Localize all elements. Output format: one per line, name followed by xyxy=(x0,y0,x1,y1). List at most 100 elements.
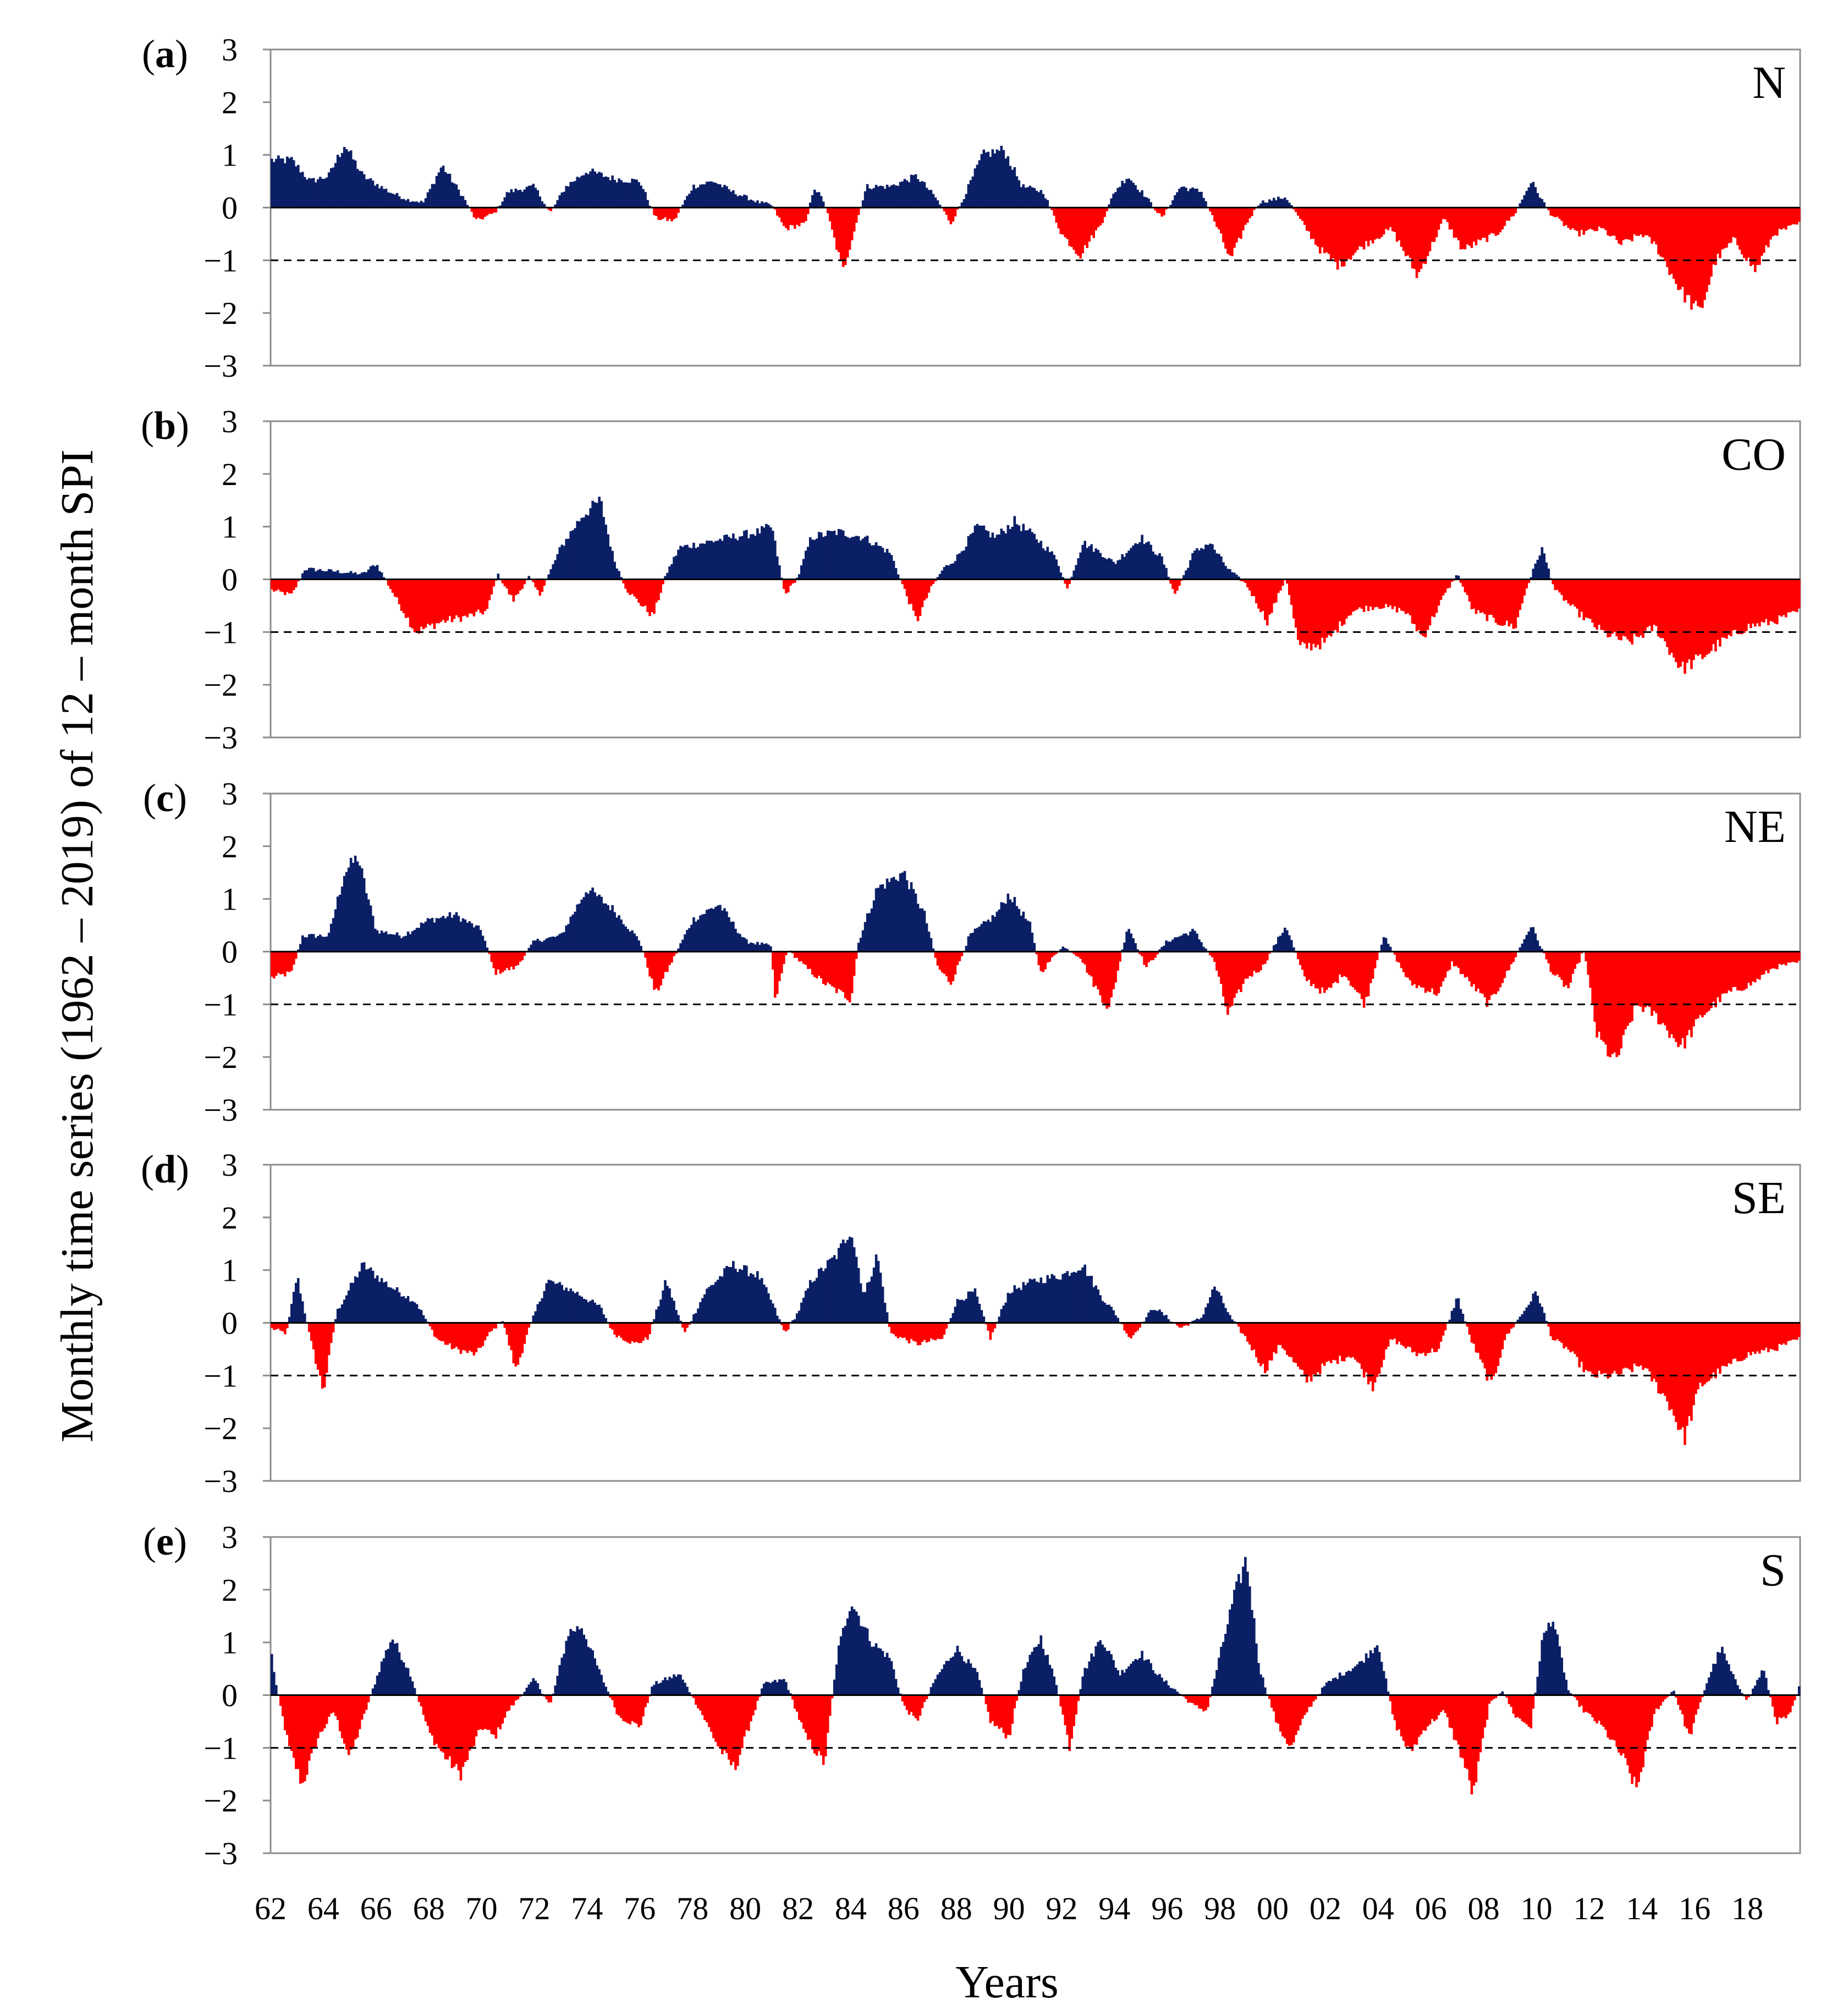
spi-bar xyxy=(1044,951,1047,970)
spi-bar xyxy=(923,1323,926,1340)
spi-bar xyxy=(701,1695,704,1715)
spi-bar xyxy=(538,579,542,596)
spi-bar xyxy=(1334,1677,1337,1695)
spi-bar xyxy=(288,1317,291,1323)
spi-bar xyxy=(283,951,287,977)
spi-bar xyxy=(1180,935,1183,952)
spi-bar xyxy=(1112,951,1115,989)
spi-bar xyxy=(1437,1323,1440,1349)
spi-bar xyxy=(1235,207,1238,243)
spi-bar xyxy=(976,1672,979,1695)
spi-bar xyxy=(514,951,518,966)
spi-bar xyxy=(1189,560,1192,580)
spi-bar xyxy=(1543,1313,1546,1323)
spi-bar xyxy=(1303,951,1306,977)
spi-bar xyxy=(367,179,370,208)
spi-bar xyxy=(1747,951,1750,983)
spi-bar xyxy=(797,574,801,580)
y-tick-label: −3 xyxy=(203,1092,238,1128)
spi-bar xyxy=(1431,1695,1434,1719)
spi-bar xyxy=(356,169,359,208)
spi-bar xyxy=(1149,1663,1152,1695)
spi-bar xyxy=(1246,1323,1249,1342)
spi-bar xyxy=(1398,579,1401,608)
spi-bar xyxy=(1360,207,1363,247)
spi-bar xyxy=(1198,939,1201,952)
x-tick-label: 00 xyxy=(1257,1891,1289,1926)
spi-bar xyxy=(1031,532,1034,580)
spi-bar xyxy=(1255,951,1258,973)
spi-bar xyxy=(675,207,678,218)
spi-bar xyxy=(1048,1665,1052,1695)
spi-bar xyxy=(1457,1695,1460,1745)
spi-bar xyxy=(1426,1323,1429,1353)
spi-bar xyxy=(442,579,445,620)
spi-bar xyxy=(354,160,357,208)
spi-bar xyxy=(795,1695,799,1712)
spi-bar xyxy=(334,1319,337,1323)
spi-bar xyxy=(1422,1695,1425,1731)
spi-bar xyxy=(349,571,353,580)
spi-bar xyxy=(1312,207,1315,239)
spi-bar xyxy=(387,579,390,586)
spi-bar xyxy=(976,928,979,952)
spi-bar xyxy=(655,1309,658,1323)
spi-bar xyxy=(1483,951,1487,998)
spi-bar xyxy=(668,566,671,580)
spi-bar xyxy=(1378,207,1381,239)
spi-bar xyxy=(1631,951,1633,1021)
spi-bar xyxy=(710,1695,713,1732)
spi-bar xyxy=(1097,549,1099,580)
spi-bar xyxy=(965,1298,968,1323)
spi-bar xyxy=(1338,951,1341,975)
spi-bar xyxy=(1409,951,1412,981)
spi-bar xyxy=(962,550,966,580)
spi-bar xyxy=(1723,207,1726,249)
spi-bar xyxy=(457,189,460,208)
spi-bar xyxy=(547,207,551,210)
spi-bar xyxy=(1167,576,1170,580)
spi-bar xyxy=(1064,579,1067,584)
spi-bar xyxy=(290,951,293,971)
spi-bar xyxy=(1292,207,1295,210)
spi-bar xyxy=(1596,579,1598,630)
spi-bar xyxy=(848,1237,851,1323)
spi-bar xyxy=(1756,1679,1759,1695)
spi-bar xyxy=(1741,951,1743,991)
spi-bar xyxy=(745,1695,748,1730)
spi-bar xyxy=(1547,568,1550,580)
spi-bar xyxy=(1620,579,1622,641)
spi-bar xyxy=(1444,1323,1447,1331)
spi-bar xyxy=(901,1695,904,1702)
spi-bar xyxy=(1356,1323,1359,1362)
spi-bar xyxy=(1422,951,1425,988)
spi-bar xyxy=(1371,207,1374,244)
spi-bar xyxy=(1226,951,1229,1015)
spi-bar xyxy=(1332,951,1335,983)
spi-bar xyxy=(745,1265,748,1323)
y-tick-label: −2 xyxy=(203,295,238,331)
spi-bar xyxy=(516,190,520,208)
spi-bar xyxy=(1116,1670,1119,1695)
spi-bar xyxy=(1554,1323,1557,1341)
spi-bar xyxy=(835,1259,838,1323)
spi-bar xyxy=(472,207,476,218)
spi-bar xyxy=(728,1695,730,1760)
spi-bar xyxy=(400,1296,403,1323)
spi-bar xyxy=(271,579,273,590)
spi-bar xyxy=(1092,1656,1095,1695)
spi-bar xyxy=(1439,1695,1443,1712)
spi-bar xyxy=(576,521,579,580)
spi-bar xyxy=(1255,1323,1258,1358)
spi-bar xyxy=(655,579,658,603)
spi-bar xyxy=(916,579,920,621)
spi-bars xyxy=(271,1237,1801,1445)
spi-bar xyxy=(1213,951,1216,962)
spi-bar xyxy=(1776,1695,1779,1725)
spi-bar xyxy=(1400,951,1403,968)
spi-bar xyxy=(593,1658,596,1695)
spi-bar xyxy=(1721,1323,1724,1366)
spi-bar xyxy=(1536,940,1539,952)
spi-bar xyxy=(1360,1323,1363,1369)
spi-bar xyxy=(1675,1695,1677,1698)
